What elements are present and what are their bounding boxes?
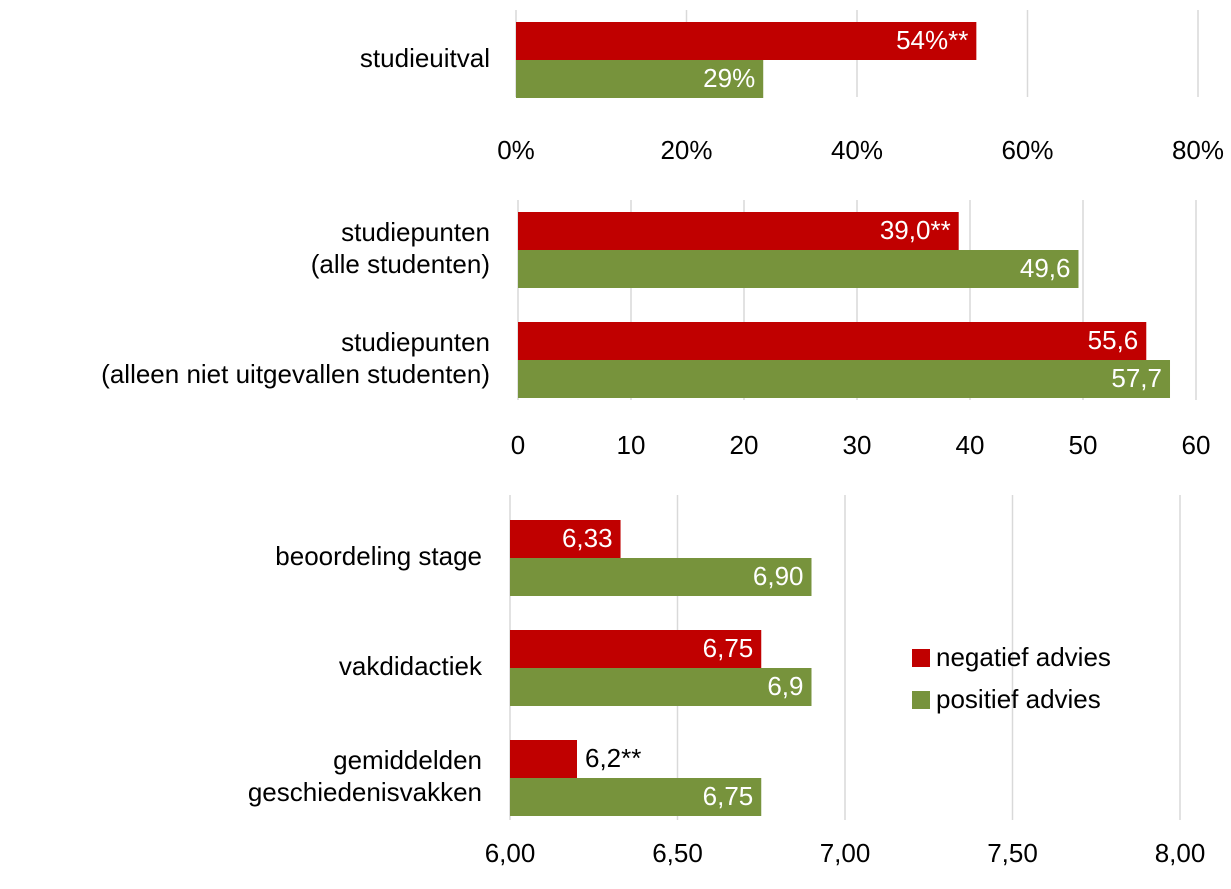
x-tick-label: 7,50 [987,838,1038,868]
data-label: 6,2** [585,743,641,773]
data-label: 6,75 [703,781,754,811]
bar [510,740,577,778]
bar [518,360,1171,398]
category-label: studiepunten [341,217,490,247]
x-tick-label: 8,00 [1155,838,1206,868]
bar [516,22,977,60]
x-tick-label: 0% [497,135,535,165]
legend-swatch [912,691,930,709]
legend-label: positief advies [936,684,1101,714]
x-tick-label: 80% [1172,135,1224,165]
bar [510,520,621,558]
category-label: gemiddelden [333,745,482,775]
x-tick-label: 60 [1182,430,1211,460]
x-tick-label: 40 [956,430,985,460]
category-label: beoordeling stage [275,541,482,571]
legend-swatch [912,649,930,667]
x-tick-label: 0 [511,430,525,460]
x-tick-label: 50 [1069,430,1098,460]
bar [510,668,812,706]
x-tick-label: 60% [1001,135,1053,165]
category-label: (alleen niet uitgevallen studenten) [101,359,490,389]
data-label: 6,9 [767,671,803,701]
x-tick-label: 30 [843,430,872,460]
x-tick-label: 6,00 [485,838,536,868]
category-label: (alle studenten) [311,249,490,279]
data-label: 6,90 [753,561,804,591]
x-tick-label: 40% [831,135,883,165]
bar [516,60,764,98]
x-tick-label: 20 [730,430,759,460]
data-label: 29% [703,63,755,93]
data-label: 6,75 [703,633,754,663]
x-tick-label: 20% [660,135,712,165]
data-label: 49,6 [1020,253,1071,283]
data-label: 57,7 [1111,363,1162,393]
category-label: studieuitval [360,43,490,73]
x-tick-label: 10 [617,430,646,460]
legend-label: negatief advies [936,642,1111,672]
bar [510,558,812,596]
category-label: vakdidactiek [339,651,483,681]
bar [518,212,959,250]
x-tick-label: 6,50 [652,838,703,868]
data-label: 39,0** [880,215,951,245]
bar [518,250,1079,288]
bar [510,778,762,816]
bar [518,322,1147,360]
bar [510,630,762,668]
category-label: studiepunten [341,327,490,357]
data-label: 54%** [896,25,968,55]
category-label: geschiedenisvakken [248,777,482,807]
x-tick-label: 7,00 [820,838,871,868]
data-label: 6,33 [562,523,613,553]
data-label: 55,6 [1088,325,1139,355]
